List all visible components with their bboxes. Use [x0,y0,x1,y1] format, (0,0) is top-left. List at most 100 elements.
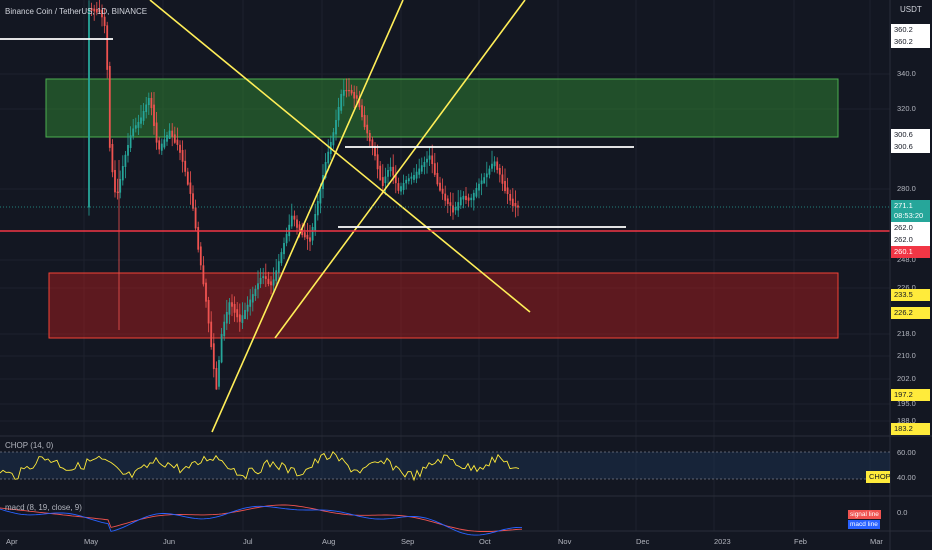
candle-body [251,294,254,303]
candle-body [280,252,283,264]
candle-body [272,279,275,286]
candle-body [246,304,249,312]
support-zone[interactable] [48,272,839,339]
candle-body [228,302,231,315]
candle-body [371,139,374,147]
candle-body [405,179,408,184]
candle-body [192,193,194,209]
candle-body [389,166,392,172]
candle-body [173,134,176,143]
candle-body [483,177,486,184]
candle-body [311,227,314,241]
time-label: Dec [636,537,650,546]
candle-body [283,243,285,255]
trendline-descending [149,0,531,313]
candle-body [108,66,111,148]
candle-body [257,283,259,290]
time-label: Mar [870,537,883,546]
candle-body [449,202,452,206]
signal-line-legend[interactable]: signal line [848,510,881,519]
candle-body [158,140,161,150]
candle-body [381,177,384,187]
candle-body [509,194,512,201]
price-tick: 226.0 [897,283,916,292]
candle-body [153,104,155,126]
candle-body [392,166,395,176]
candle-body [233,304,236,313]
candle-body [415,171,418,179]
candle-body [140,117,142,124]
candle-body [145,104,148,113]
currency-label[interactable]: USDT [900,5,922,14]
drawing-tools[interactable] [0,0,890,433]
candle-body [303,232,306,238]
candle-body [134,125,137,129]
candle-body [306,234,309,239]
time-label: Oct [479,537,491,546]
candle-body [150,98,153,109]
symbol-title[interactable]: Binance Coin / TetherUS, 1D, BINANCE [5,7,148,16]
candle-body [348,90,350,92]
candle-body [397,183,400,191]
price-tag: 300.6 [891,129,930,141]
candle-body [114,170,116,193]
price-tag: 300.6 [891,141,930,153]
time-label: Jul [243,537,253,546]
candle-body [426,158,428,163]
candle-body [241,315,244,323]
candle-body [418,168,421,175]
chop-level-label: 40.00 [897,473,916,482]
candle-body [459,197,462,206]
candle-body [301,229,304,236]
candle-body [366,124,369,134]
candle-body [262,276,265,279]
candle-body [90,8,93,11]
candle-body [111,144,114,173]
trendline-ascending-left [211,0,404,433]
price-tag: 360.2 [891,24,930,36]
candle-body [176,139,179,145]
candle-body [225,312,228,324]
candle-body [420,165,423,172]
candle-body [199,246,202,266]
candle-body [270,281,272,286]
macd-pane[interactable] [0,504,523,536]
macd-level-label: 0.0 [897,508,908,517]
candle-body [353,92,356,99]
candle-body [361,105,363,118]
candle-body [267,278,270,285]
last-price-tag: 271.1 [891,200,930,212]
candle-body [436,173,439,185]
candle-body [504,181,506,192]
candle-body [93,8,96,12]
candle-body [202,265,205,285]
candle-body [491,163,493,169]
price-tag: 226.2 [891,307,930,319]
candle-body [350,90,353,94]
macd-indicator-label[interactable]: macd (8, 19, close, 9) [5,503,82,512]
candle-body [166,135,168,142]
candle-body [413,175,415,180]
candle-body [376,154,379,170]
candle-body [184,160,187,172]
candle-body [410,176,413,179]
chop-pane[interactable] [0,451,890,482]
chop-line [0,451,520,482]
candle-body [431,155,434,165]
macd-line-legend[interactable]: macd line [848,520,880,529]
candle-body [316,201,319,216]
candle-body [319,188,322,204]
candle-body [496,161,499,170]
price-tag: 262.0 [891,234,930,246]
candle-body [462,195,465,200]
chop-indicator-label[interactable]: CHOP (14, 0) [5,441,54,450]
candle-body [88,8,90,208]
candle-body [137,122,140,128]
price-tick: 248.0 [897,255,916,264]
candle-body [163,139,166,148]
time-label: 2023 [714,537,731,546]
candle-body [394,175,397,184]
resistance-zone[interactable] [45,78,839,138]
chop-tag: CHOP [866,471,891,483]
